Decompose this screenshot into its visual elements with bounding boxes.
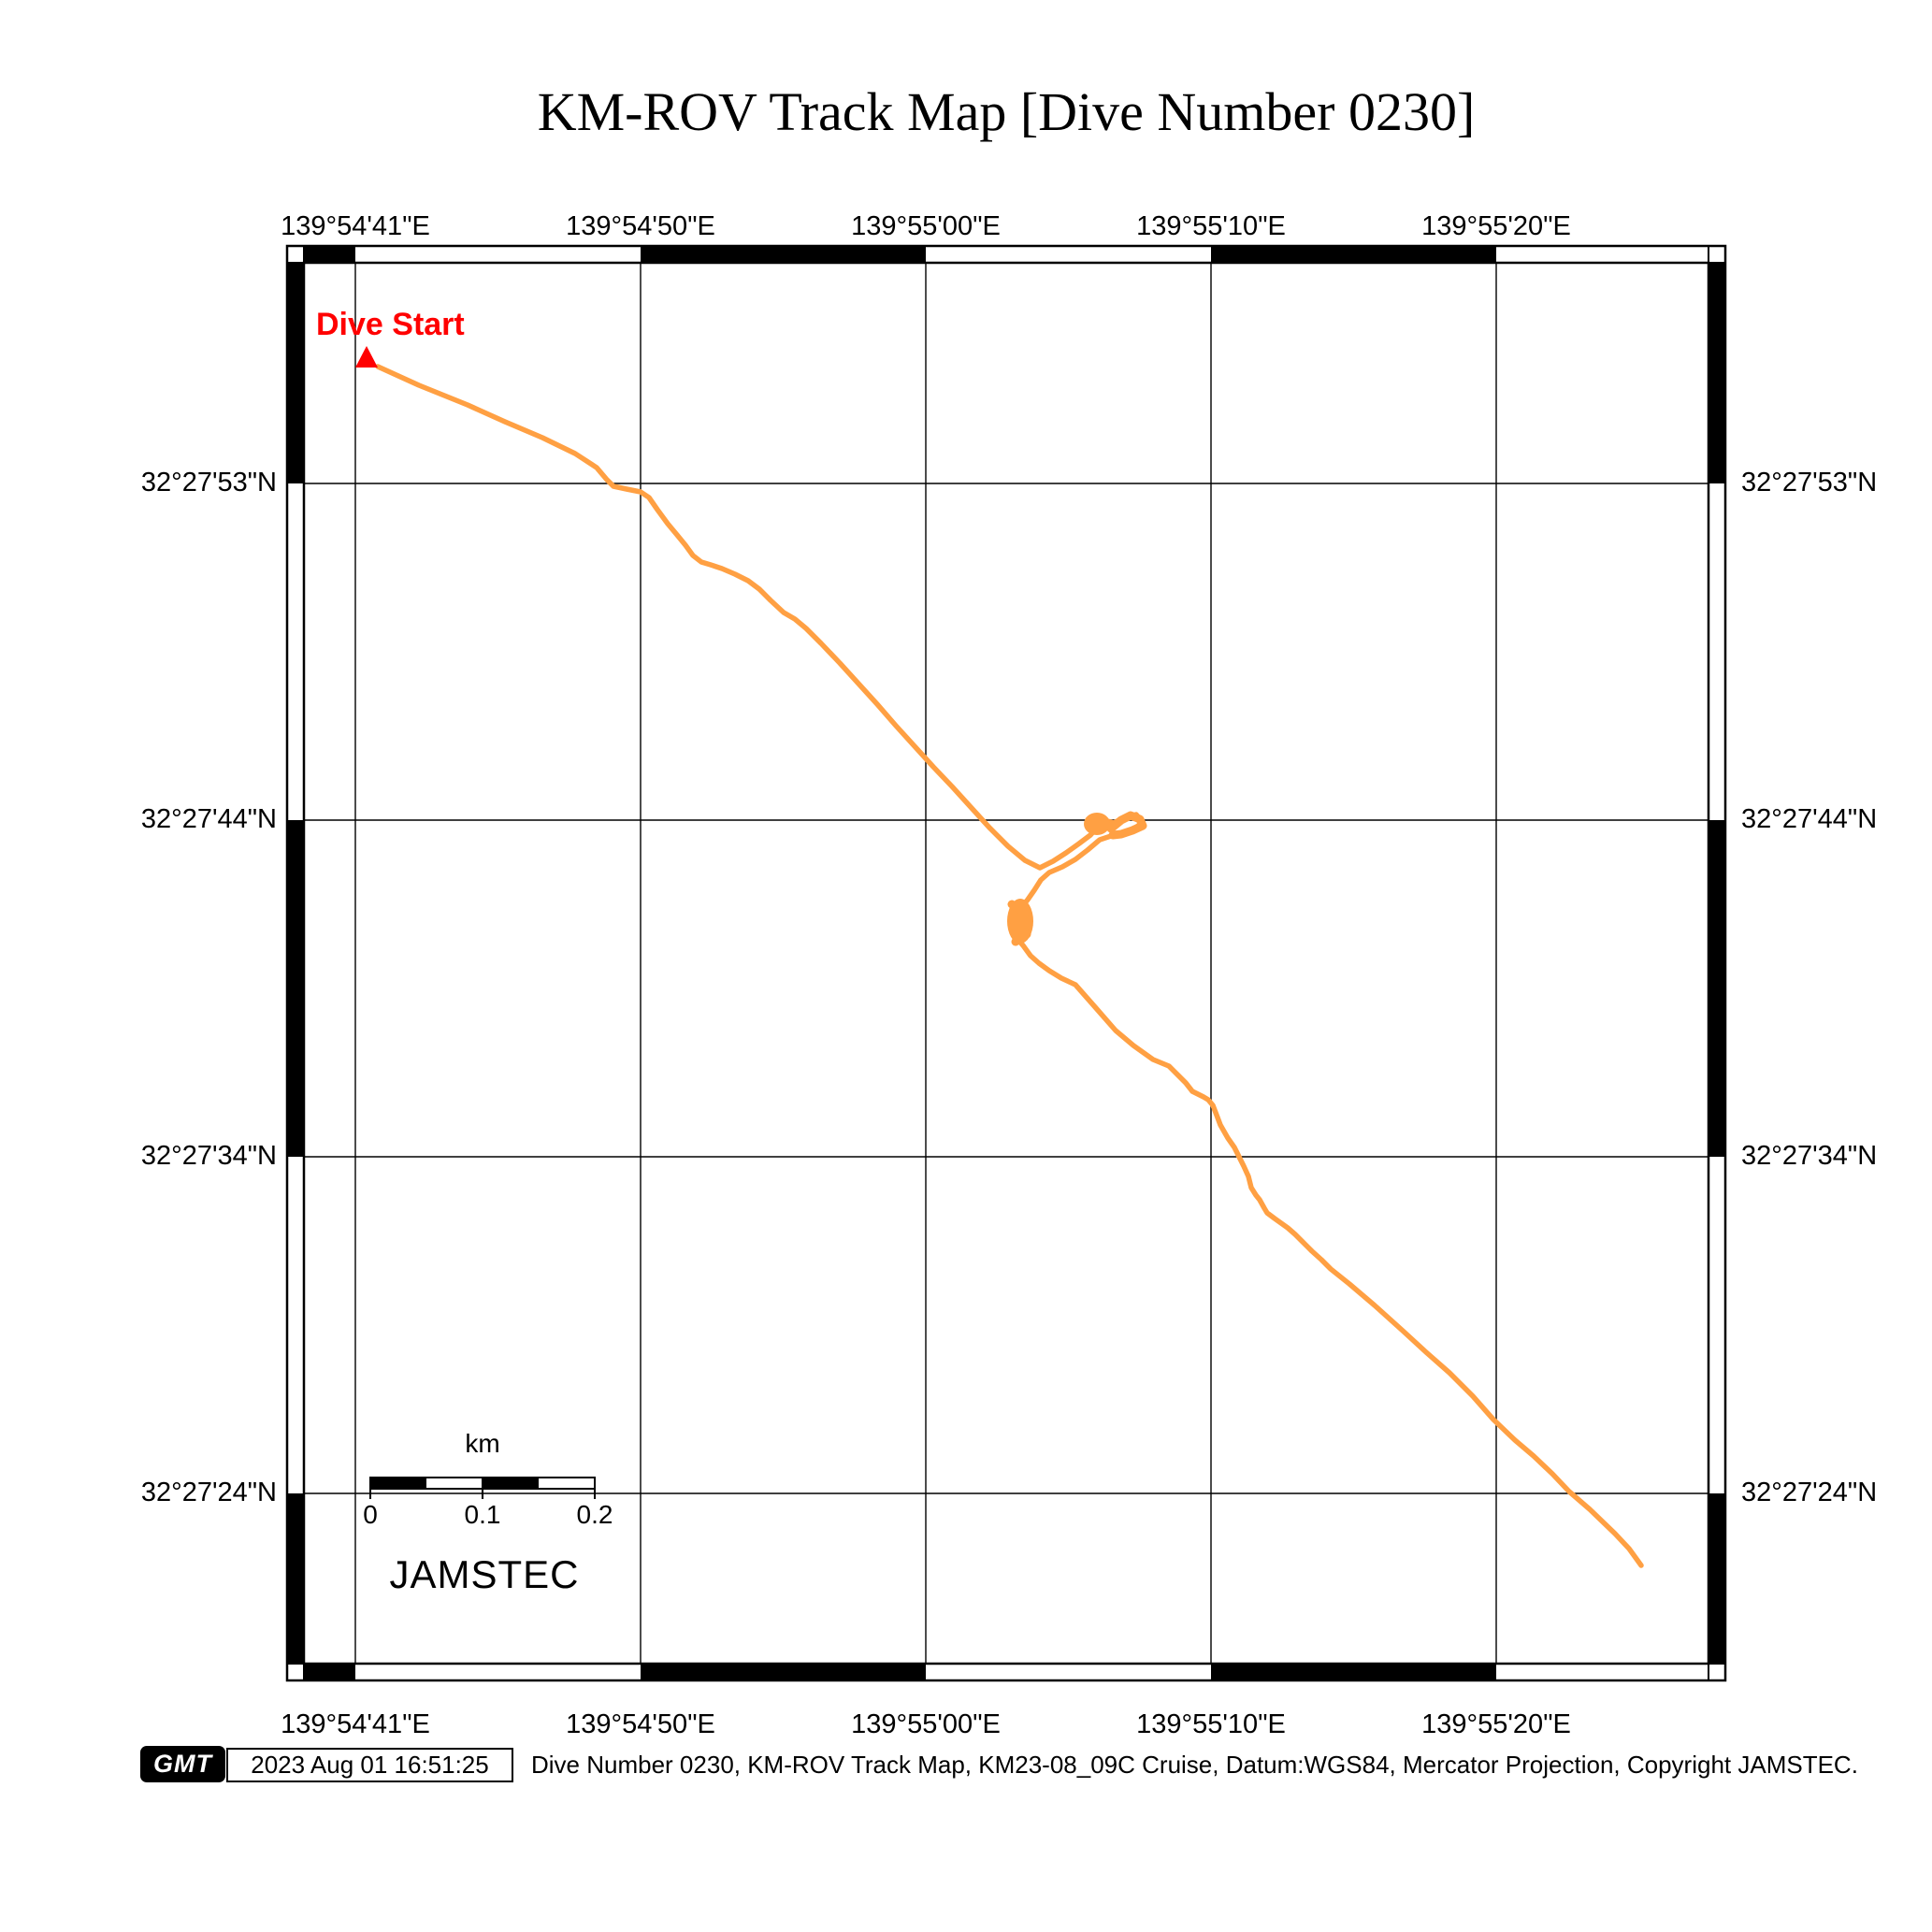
lon-label-bottom-0: 139°54'41"E: [281, 1709, 430, 1739]
jamstec-watermark: JAMSTEC: [389, 1552, 580, 1596]
dive-start-marker: [355, 346, 378, 368]
lon-label-bottom-4: 139°55'20"E: [1421, 1709, 1571, 1739]
scale-tick-01: 0.1: [464, 1500, 501, 1529]
rov-track: [375, 364, 1644, 1568]
map-title: KM-ROV Track Map [Dive Number 0230]: [537, 81, 1476, 142]
lat-label-left-3: 32°27'24"N: [140, 1478, 277, 1507]
scale-tick-02: 0.2: [576, 1500, 613, 1529]
dive-start-label: Dive Start: [316, 307, 465, 342]
lon-label-top-3: 139°55'10"E: [1136, 211, 1286, 241]
lat-label-right-0: 32°27'53"N: [1741, 468, 1878, 497]
lon-label-top-4: 139°55'20"E: [1421, 211, 1571, 241]
graticule: [304, 263, 1709, 1664]
map-frame: [285, 244, 1727, 1682]
lat-label-left-1: 32°27'44"N: [140, 804, 277, 834]
rov-track-line: [375, 364, 1644, 1568]
track-scribble: [1106, 811, 1147, 840]
gmt-logo: GMT: [140, 1746, 225, 1782]
scale-bar: [369, 1477, 596, 1499]
lat-label-right-1: 32°27'44"N: [1741, 804, 1878, 834]
rov-track-blobs: [1007, 811, 1147, 946]
scale-unit-label: km: [465, 1429, 500, 1458]
timestamp: 2023 Aug 01 16:51:25: [226, 1748, 513, 1782]
lon-label-top-1: 139°54'50"E: [566, 211, 715, 241]
lat-label-left-0: 32°27'53"N: [140, 468, 277, 497]
lat-label-left-2: 32°27'34"N: [140, 1141, 277, 1171]
lon-label-bottom-1: 139°54'50"E: [566, 1709, 715, 1739]
lat-label-right-2: 32°27'34"N: [1741, 1141, 1878, 1171]
track-scribble: [1007, 900, 1031, 946]
lon-label-top-2: 139°55'00"E: [851, 211, 1001, 241]
lon-label-top-0: 139°54'41"E: [281, 211, 430, 241]
footer-caption: Dive Number 0230, KM-ROV Track Map, KM23…: [531, 1751, 1858, 1779]
lon-label-bottom-3: 139°55'10"E: [1136, 1709, 1286, 1739]
track-blob: [1084, 813, 1110, 835]
scale-tick-0: 0: [363, 1500, 378, 1529]
lat-label-right-3: 32°27'24"N: [1741, 1478, 1878, 1507]
lon-label-bottom-2: 139°55'00"E: [851, 1709, 1001, 1739]
